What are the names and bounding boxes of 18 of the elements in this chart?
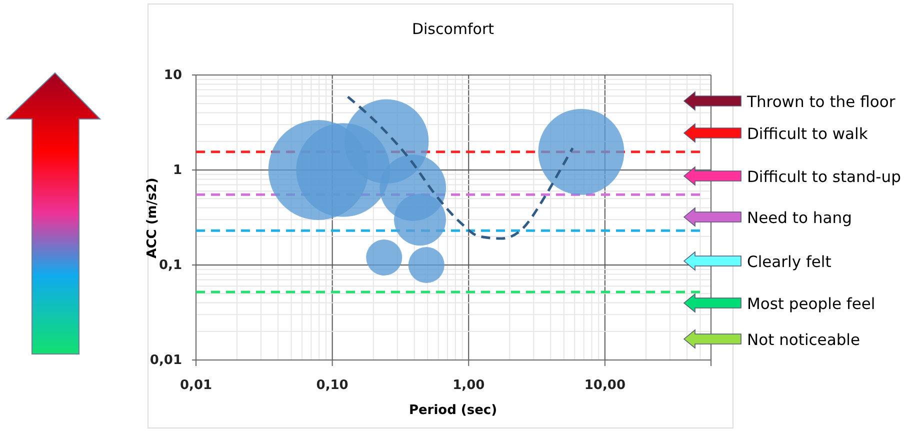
x-tick-label: 10,00	[584, 378, 626, 394]
x-tick-label: 0,01	[180, 378, 212, 394]
y-tick-label: 0,01	[150, 353, 182, 368]
y-tick-label: 0,1	[158, 258, 182, 274]
text: Most people feel	[747, 295, 876, 313]
y-axis-title: ACC (m/s2)	[145, 178, 160, 258]
chart-title: Discomfort	[412, 20, 494, 38]
text: Clearly felt	[747, 253, 832, 271]
y-tick-label: 10	[164, 68, 182, 84]
text: Need to hang	[747, 209, 852, 227]
text: Difficult to walk	[747, 125, 868, 143]
text: Thrown to the floor	[746, 93, 896, 111]
x-tick-label: 0,10	[316, 378, 348, 394]
x-tick-label: 1,00	[452, 378, 485, 394]
text: Difficult to stand-up	[747, 168, 901, 186]
y-tick-label: 1	[172, 163, 182, 178]
x-axis-title: Period (sec)	[408, 403, 498, 418]
text: Not noticeable	[747, 331, 860, 349]
